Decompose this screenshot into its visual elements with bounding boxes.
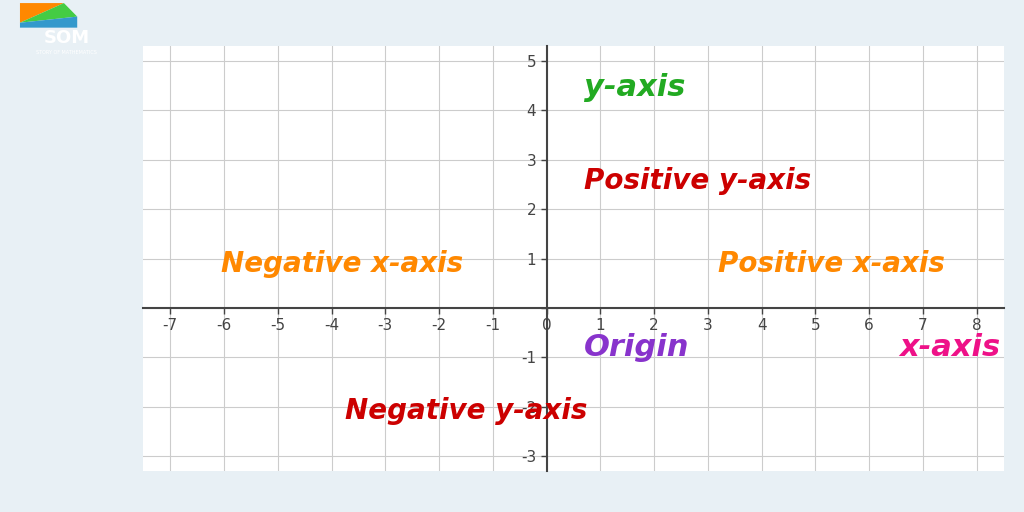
Text: SOM: SOM	[43, 29, 90, 47]
Text: Positive y-axis: Positive y-axis	[584, 167, 811, 195]
Polygon shape	[20, 16, 77, 28]
Polygon shape	[20, 3, 77, 23]
Polygon shape	[20, 3, 63, 23]
Text: Negative x-axis: Negative x-axis	[221, 250, 463, 279]
Text: x-axis: x-axis	[900, 333, 1000, 361]
Text: STORY OF MATHEMATICS: STORY OF MATHEMATICS	[36, 50, 97, 55]
Text: y-axis: y-axis	[584, 73, 685, 102]
Text: Positive x-axis: Positive x-axis	[718, 250, 945, 279]
Text: Negative y-axis: Negative y-axis	[345, 397, 587, 425]
Text: Origin: Origin	[584, 333, 690, 361]
